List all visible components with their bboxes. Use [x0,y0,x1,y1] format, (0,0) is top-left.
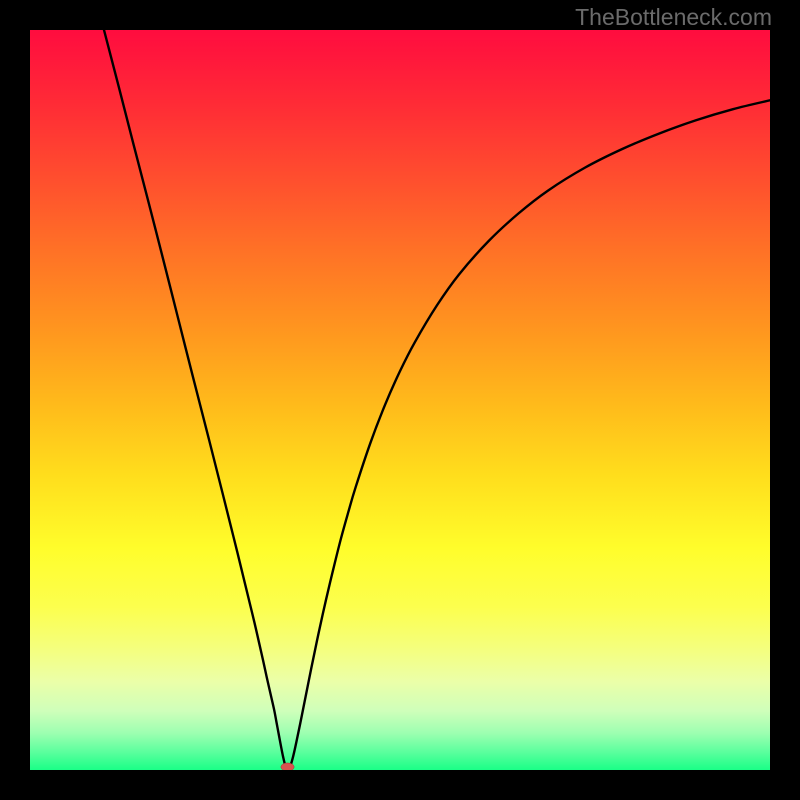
gradient-background [30,30,770,770]
minimum-marker [281,763,294,770]
plot-area [30,30,770,770]
watermark-text: TheBottleneck.com [575,4,772,31]
chart-container: TheBottleneck.com [0,0,800,800]
bottleneck-curve-chart [30,30,770,770]
